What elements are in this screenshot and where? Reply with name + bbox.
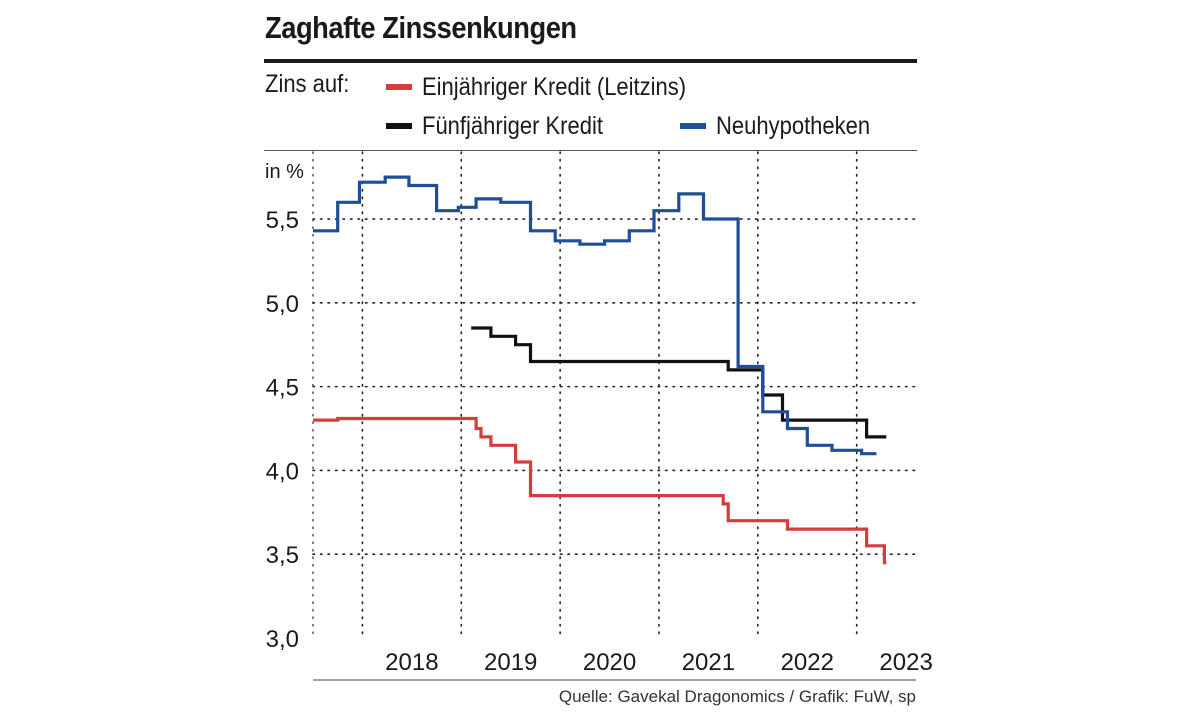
y-tick-label: 4,5 (266, 375, 299, 402)
y-tick-label: 4,0 (266, 458, 299, 485)
series-line-0 (313, 416, 887, 565)
title-rule (264, 59, 917, 63)
legend-item-fuenfjaehriger-kredit: Fünfjähriger Kredit (386, 111, 628, 141)
x-tick-label: 2023 (879, 649, 932, 676)
legend-swatch-neuhypotheken (680, 123, 706, 129)
y-tick-label: 5,0 (266, 291, 299, 318)
y-tick-label: 3,0 (266, 626, 299, 653)
legend-label-einjaehriger-kredit: Einjähriger Kredit (Leitzins) (422, 72, 687, 101)
x-tick-label: 2019 (484, 649, 537, 676)
legend-swatch-fuenfjaehriger-kredit (386, 123, 412, 129)
y-tick-label: 5,5 (266, 207, 299, 234)
y-unit-label: in % (265, 161, 304, 183)
legend-item-einjaehriger-kredit: Einjähriger Kredit (Leitzins) (386, 72, 722, 102)
source-note: Quelle: Gavekal Dragonomics / Grafik: Fu… (558, 687, 916, 706)
legend-rule (264, 150, 917, 151)
series-line-1 (471, 326, 887, 439)
y-tick-label: 3,5 (266, 542, 299, 569)
series-line-2 (313, 175, 877, 456)
chart-title: Zaghafte Zinssenkungen (265, 10, 577, 45)
x-tick-label: 2021 (682, 649, 735, 676)
legend-caption: Zins auf: (265, 70, 350, 98)
legend-label-neuhypotheken: Neuhypotheken (716, 111, 871, 140)
legend-label-fuenfjaehriger-kredit: Fünfjähriger Kredit (422, 111, 603, 140)
x-tick-label: 2018 (385, 649, 438, 676)
x-tick-label: 2020 (583, 649, 636, 676)
x-tick-label: 2022 (781, 649, 834, 676)
legend-swatch-einjaehriger-kredit (386, 84, 412, 90)
legend-item-neuhypotheken: Neuhypotheken (680, 111, 891, 141)
